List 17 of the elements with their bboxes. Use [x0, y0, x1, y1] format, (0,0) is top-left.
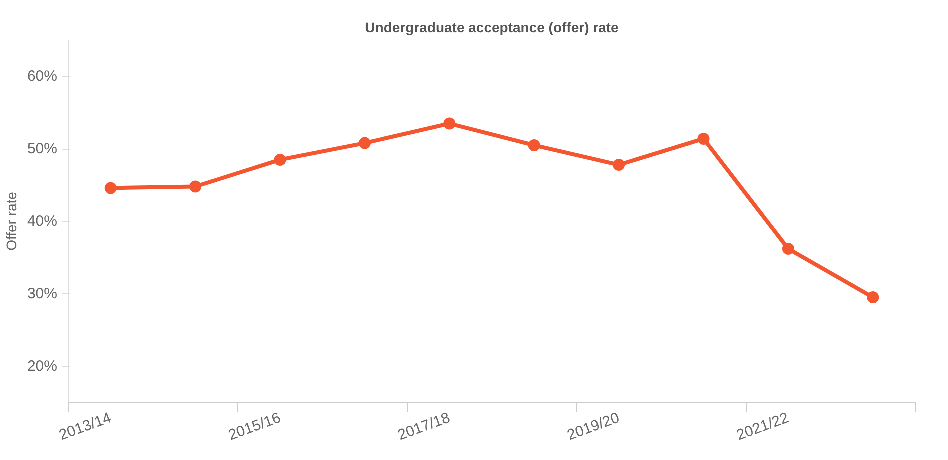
chart-title: Undergraduate acceptance (offer) rate	[365, 20, 620, 36]
point	[444, 118, 456, 130]
point	[867, 292, 880, 304]
y-tick-label: 40%	[27, 213, 58, 230]
point	[698, 132, 710, 145]
point	[358, 137, 371, 150]
y-tick-label: 30%	[27, 285, 58, 302]
y-tick-label: 50%	[27, 140, 58, 158]
y-tick-label: 20%	[27, 358, 58, 375]
y-tick-label: 60%	[27, 68, 58, 86]
point	[274, 154, 286, 166]
point	[613, 159, 626, 172]
y-axis-title: Offer rate	[3, 192, 20, 251]
point	[528, 139, 540, 152]
point	[782, 243, 794, 255]
point	[190, 180, 202, 193]
point	[104, 182, 117, 194]
